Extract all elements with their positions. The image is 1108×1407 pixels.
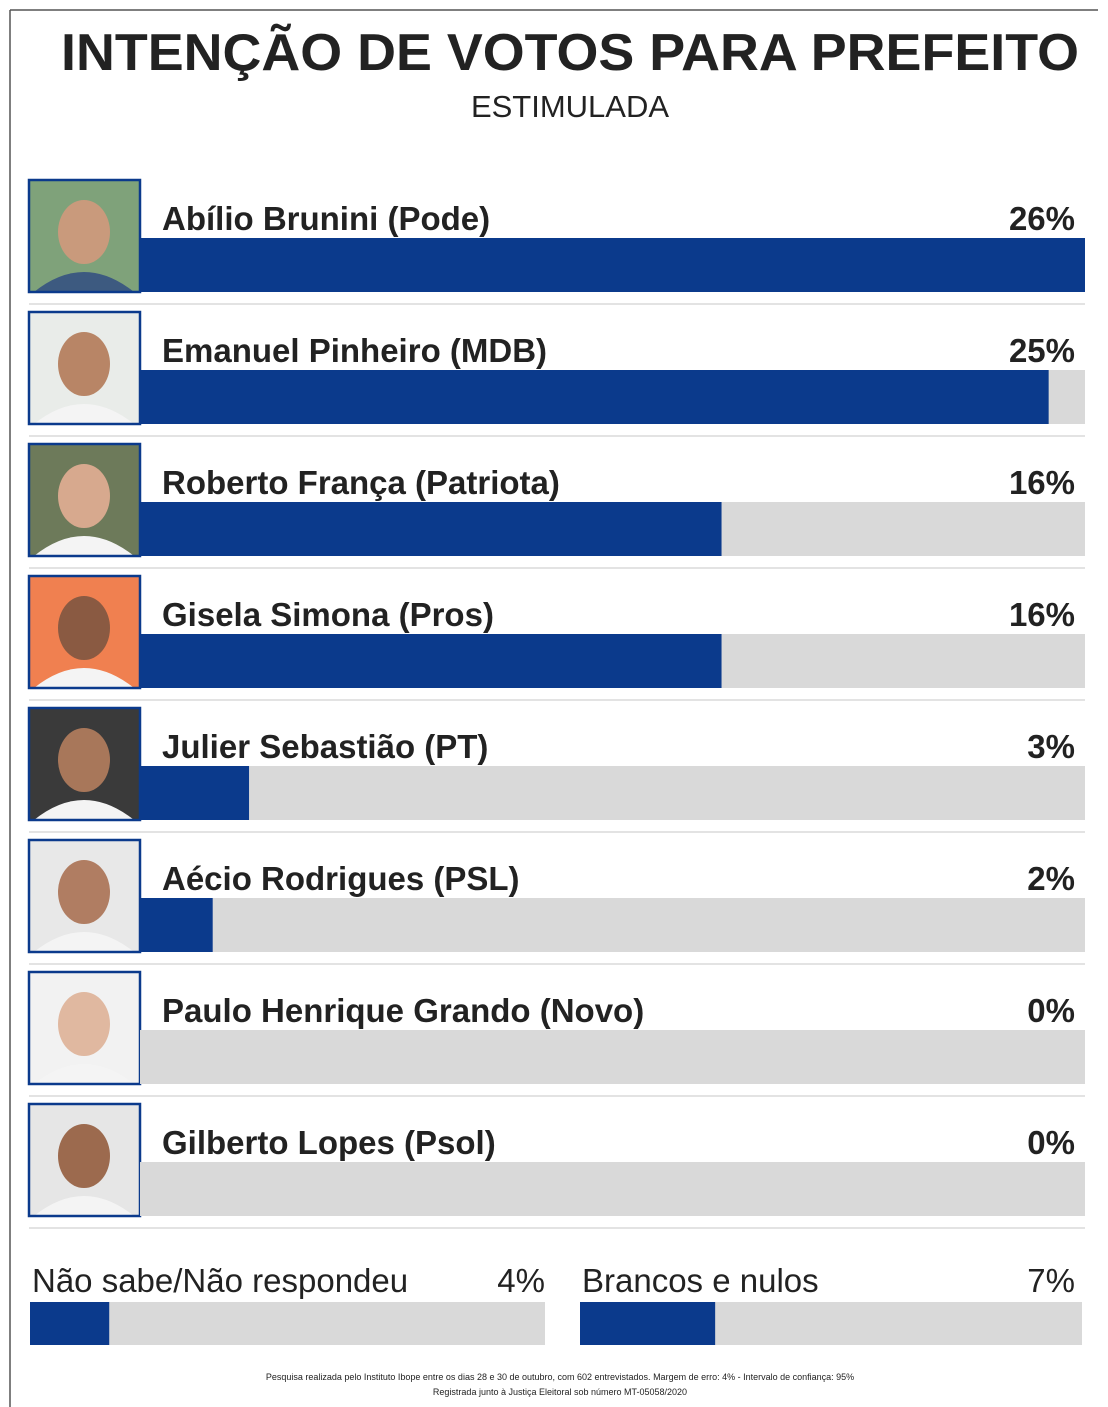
value-label: 2%: [1027, 860, 1075, 897]
photo-head: [58, 1124, 110, 1188]
photo-head: [58, 332, 110, 396]
photo-head: [58, 596, 110, 660]
candidate-name: Abílio Brunini (Pode): [162, 200, 490, 237]
bar: [30, 1302, 109, 1345]
candidate-name: Roberto França (Patriota): [162, 464, 560, 501]
value-label: 26%: [1009, 200, 1075, 237]
candidate-name: Paulo Henrique Grando (Novo): [162, 992, 644, 1029]
chart: INTENÇÃO DE VOTOS PARA PREFEITO ESTIMULA…: [0, 0, 1108, 1407]
value-label: 7%: [1027, 1262, 1075, 1299]
value-label: 16%: [1009, 596, 1075, 633]
bar-track: [140, 1162, 1085, 1216]
candidate-name: Aécio Rodrigues (PSL): [162, 860, 520, 897]
value-label: 0%: [1027, 992, 1075, 1029]
bar-track: [140, 766, 1085, 820]
bar: [140, 766, 249, 820]
photo-head: [58, 992, 110, 1056]
chart-subtitle: ESTIMULADA: [471, 89, 669, 124]
source-note: Pesquisa realizada pelo Instituto Ibope …: [266, 1372, 854, 1382]
photo-head: [58, 200, 110, 264]
photo-head: [58, 464, 110, 528]
category-label: Não sabe/Não respondeu: [32, 1262, 408, 1299]
bar: [140, 634, 722, 688]
chart-title: INTENÇÃO DE VOTOS PARA PREFEITO: [61, 23, 1079, 82]
value-label: 0%: [1027, 1124, 1075, 1161]
candidate-name: Julier Sebastião (PT): [162, 728, 488, 765]
candidate-name: Emanuel Pinheiro (MDB): [162, 332, 547, 369]
value-label: 4%: [497, 1262, 545, 1299]
bar-track: [140, 1030, 1085, 1084]
source-note: Registrada junto à Justiça Eleitoral sob…: [433, 1387, 687, 1397]
value-label: 16%: [1009, 464, 1075, 501]
bar: [140, 502, 722, 556]
bar: [140, 898, 213, 952]
bar-track: [140, 898, 1085, 952]
category-label: Brancos e nulos: [582, 1262, 819, 1299]
candidate-name: Gilberto Lopes (Psol): [162, 1124, 496, 1161]
photo-head: [58, 860, 110, 924]
bar: [580, 1302, 715, 1345]
value-label: 3%: [1027, 728, 1075, 765]
bar: [140, 238, 1085, 292]
value-label: 25%: [1009, 332, 1075, 369]
photo-head: [58, 728, 110, 792]
bar: [140, 370, 1049, 424]
candidate-name: Gisela Simona (Pros): [162, 596, 494, 633]
